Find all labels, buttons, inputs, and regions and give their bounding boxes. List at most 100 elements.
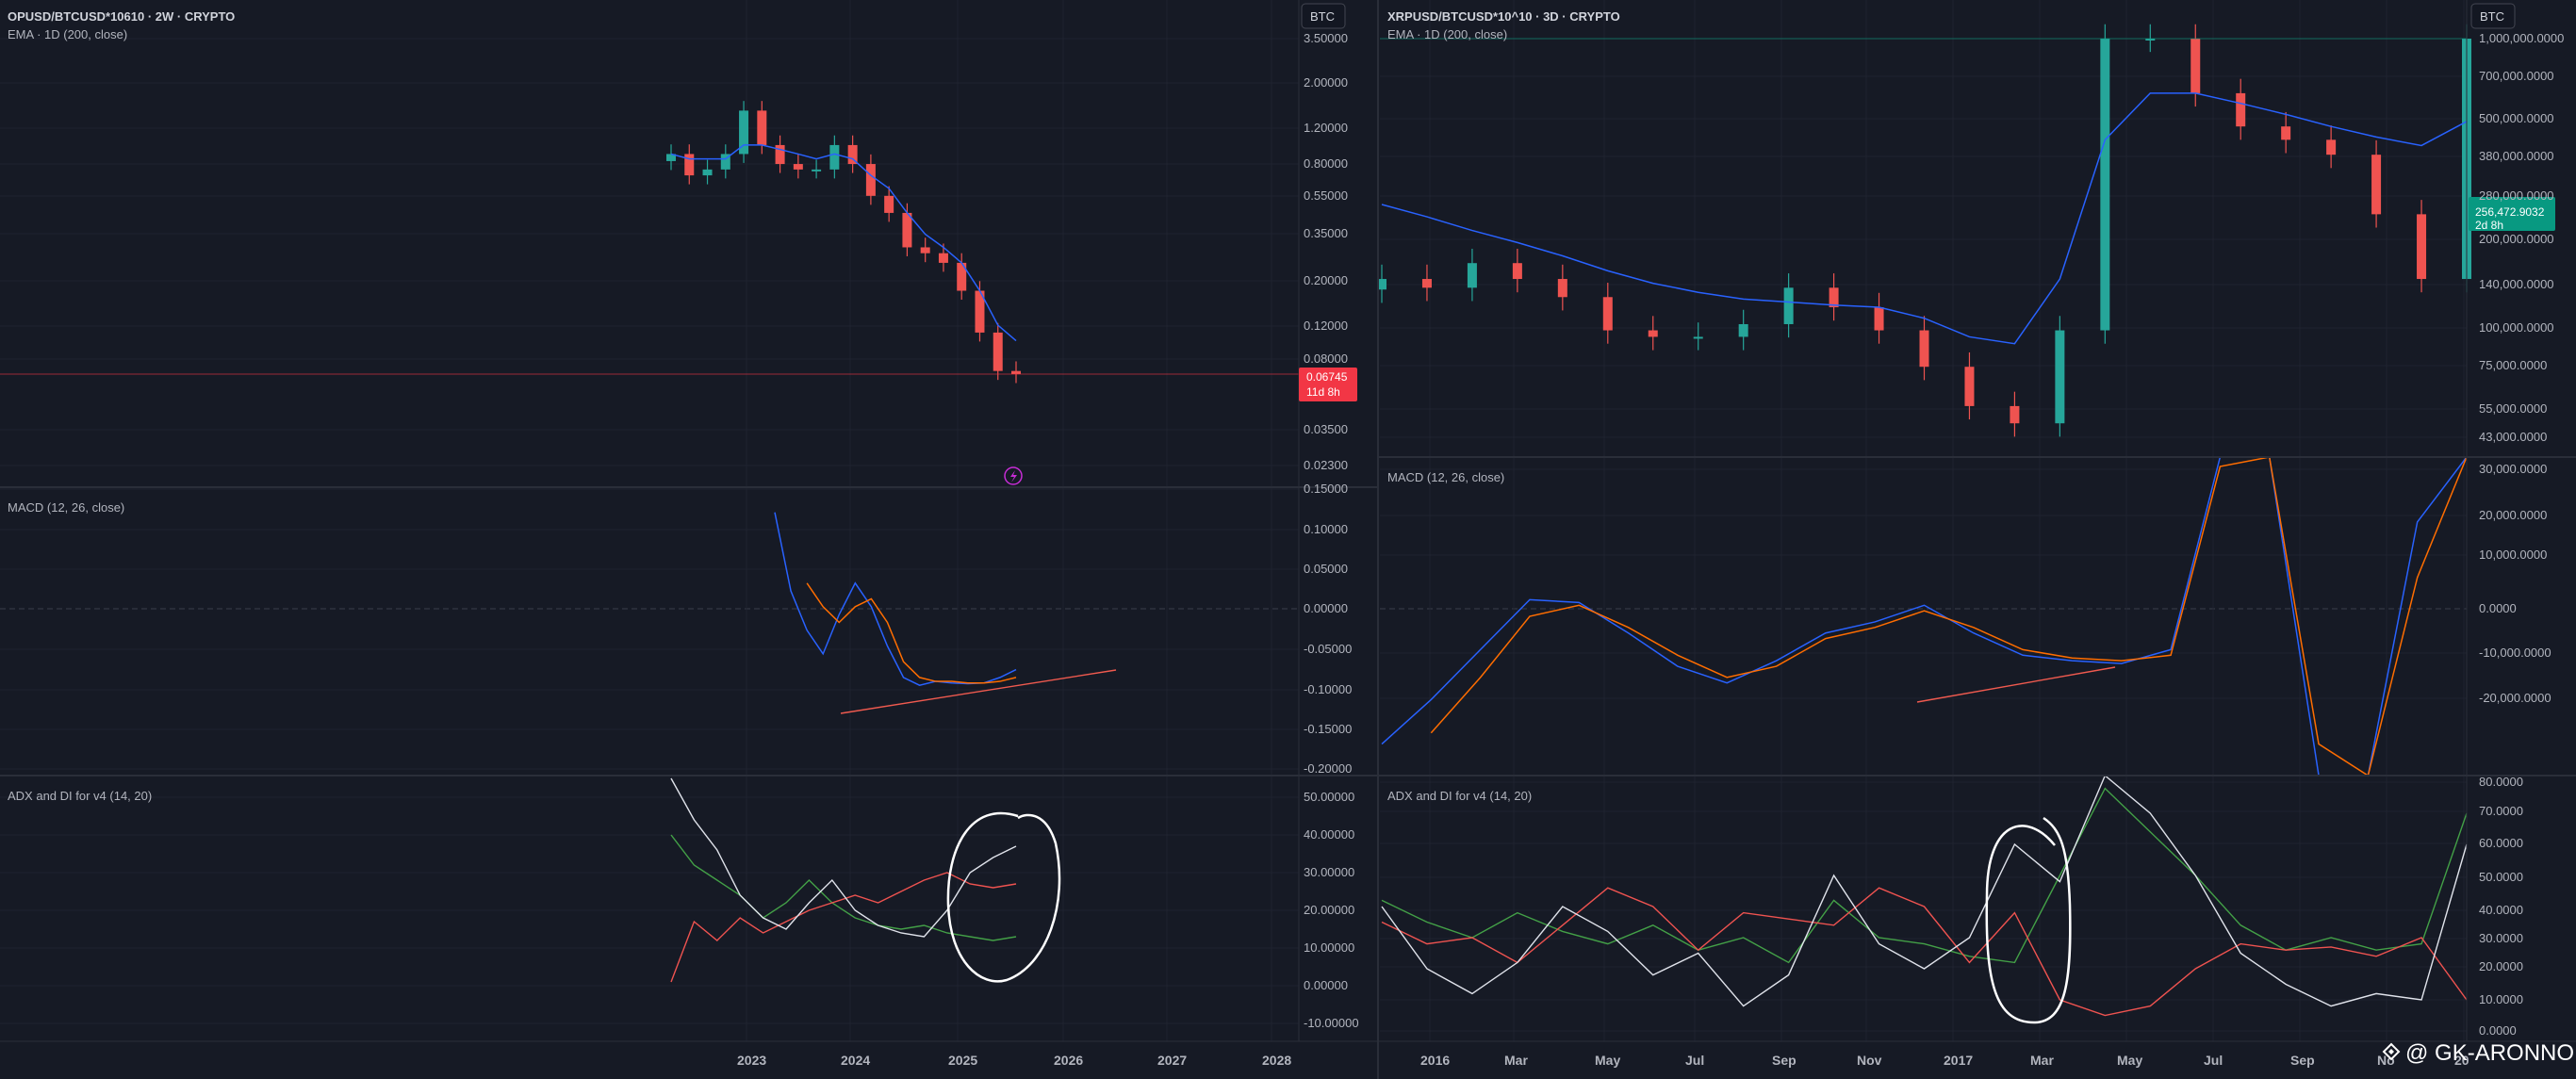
right-candle-body[interactable]	[2281, 126, 2291, 140]
left-candle-body[interactable]	[865, 164, 876, 196]
right-candle-body[interactable]	[1557, 279, 1567, 298]
left-candle-body[interactable]	[739, 110, 749, 155]
left-candle-body[interactable]	[720, 154, 730, 170]
right-candle-body[interactable]	[1377, 279, 1386, 290]
right-price-tick: 1,000,000.0000	[2479, 31, 2564, 45]
left-candle-body[interactable]	[666, 154, 676, 161]
left-price-tick: 1.20000	[1304, 121, 1348, 135]
right-candle-body[interactable]	[2326, 139, 2337, 155]
left-symbol-title[interactable]: OPUSD/BTCUSD*10610 · 2W · CRYPTO	[8, 9, 235, 24]
right-candle-body[interactable]	[1738, 323, 1748, 337]
right-candle-body[interactable]	[2190, 39, 2201, 93]
series-layer[interactable]	[0, 24, 2471, 1024]
left-candle-body[interactable]	[793, 164, 803, 170]
left-ema-line[interactable]	[670, 144, 1017, 342]
left-candle-body[interactable]	[902, 212, 912, 248]
left-candle-body[interactable]	[847, 144, 858, 165]
right-time-tick: May	[2117, 1053, 2142, 1068]
right-candle-body[interactable]	[2100, 39, 2110, 331]
left-adx-tick: -10.00000	[1304, 1016, 1359, 1030]
right-price-tick: 280,000.0000	[2479, 188, 2554, 203]
left-price-tick: 0.20000	[1304, 273, 1348, 287]
left-highlight-circle[interactable]	[946, 811, 1061, 983]
right-candle-body[interactable]	[2010, 405, 2020, 424]
right-candle-body[interactable]	[2417, 214, 2427, 280]
right-signal-line[interactable]	[1430, 456, 2468, 777]
right-macd-tick: -10,000.0000	[2479, 646, 2551, 660]
right-adx-tick: 70.0000	[2479, 804, 2523, 818]
left-macd-tick: 0.05000	[1304, 562, 1348, 576]
right-adx-tick: 60.0000	[2479, 836, 2523, 850]
left-macd-tick: -0.10000	[1304, 682, 1352, 696]
watermark-text: @ GK-ARONNO	[2405, 1040, 2574, 1066]
right-candle-body[interactable]	[2055, 330, 2065, 424]
right-candle-body[interactable]	[1648, 330, 1658, 337]
left-candle-body[interactable]	[757, 110, 767, 145]
right-candle-body[interactable]	[2236, 92, 2246, 127]
left-candle-body[interactable]	[1011, 370, 1021, 375]
left-price-tick: 0.08000	[1304, 351, 1348, 366]
right-time-tick: Mar	[2030, 1053, 2054, 1068]
left-candle-body[interactable]	[775, 144, 785, 165]
right-candle-body[interactable]	[2145, 39, 2156, 41]
left-candle-body[interactable]	[938, 253, 948, 263]
left-candle-body[interactable]	[993, 332, 1003, 371]
right-macd-trendline[interactable]	[1916, 666, 2116, 703]
right-candle-body[interactable]	[1829, 287, 1839, 308]
left-candle-body[interactable]	[975, 290, 985, 333]
right-last-price-value: 256,472.9032	[2475, 205, 2545, 219]
lightning-icon[interactable]	[1004, 466, 1023, 485]
right-macd-line[interactable]	[1381, 456, 2468, 777]
left-time-tick: 2025	[948, 1053, 977, 1068]
left-candle-body[interactable]	[684, 154, 695, 176]
left-macd-label[interactable]: MACD (12, 26, close)	[8, 500, 124, 515]
right-candle-body[interactable]	[1602, 297, 1613, 331]
right-candle-body[interactable]	[1919, 330, 1929, 368]
right-candle-body[interactable]	[2371, 155, 2382, 215]
left-candle-body[interactable]	[884, 195, 894, 213]
left-macd-trendline[interactable]	[840, 669, 1117, 714]
right-highlight-circle[interactable]	[1985, 816, 2072, 1024]
right-candle-body[interactable]	[1693, 336, 1703, 339]
right-candle-body[interactable]	[1512, 263, 1522, 280]
left-candle-body[interactable]	[829, 144, 840, 170]
right-candle-body[interactable]	[1467, 263, 1477, 288]
right-candle-body[interactable]	[1964, 367, 1975, 406]
left-time-tick: 2023	[737, 1053, 766, 1068]
right-ema-line[interactable]	[1381, 92, 2468, 345]
left-candle-body[interactable]	[702, 169, 713, 176]
right-price-tick: 700,000.0000	[2479, 69, 2554, 83]
right-price-tick: 500,000.0000	[2479, 111, 2554, 125]
right-adx-label[interactable]: ADX and DI for v4 (14, 20)	[1387, 789, 1532, 803]
right-candle-body[interactable]	[1874, 307, 1884, 331]
right-macd-tick: 10,000.0000	[2479, 548, 2547, 562]
right-adx-tick: 10.0000	[2479, 992, 2523, 1006]
left-macd-tick: -0.20000	[1304, 761, 1352, 776]
left-time-tick: 2024	[841, 1053, 870, 1068]
right-candle-body[interactable]	[1421, 279, 1432, 288]
left-candle-body[interactable]	[812, 169, 822, 172]
left-candle-body[interactable]	[920, 247, 930, 253]
right-di-minus-line[interactable]	[1381, 887, 2468, 1017]
left-currency-button[interactable]: BTC	[1301, 3, 1346, 29]
left-di-plus-line[interactable]	[670, 834, 1017, 941]
right-adx-line[interactable]	[1381, 774, 2468, 1007]
left-signal-line[interactable]	[806, 582, 1017, 684]
left-adx-label[interactable]: ADX and DI for v4 (14, 20)	[8, 789, 152, 803]
right-currency-button[interactable]: BTC	[2470, 3, 2516, 29]
right-macd-label[interactable]: MACD (12, 26, close)	[1387, 470, 1504, 484]
right-time-tick: Sep	[1772, 1053, 1797, 1068]
right-last-price-badge: 256,472.9032 2d 8h	[2469, 197, 2555, 232]
right-symbol-title[interactable]: XRPUSD/BTCUSD*10^10 · 3D · CRYPTO	[1387, 9, 1620, 24]
left-candle-body[interactable]	[957, 262, 967, 291]
left-adx-line[interactable]	[670, 777, 1017, 938]
right-ema-label[interactable]: EMA · 1D (200, close)	[1387, 27, 1507, 41]
right-time-tick: 20	[2454, 1053, 2469, 1068]
left-ema-label[interactable]: EMA · 1D (200, close)	[8, 27, 127, 41]
right-candle-body[interactable]	[1783, 287, 1794, 324]
left-di-minus-line[interactable]	[670, 872, 1017, 983]
right-macd-tick: -20,000.0000	[2479, 691, 2551, 705]
axis-tick-labels: 3.50000 2.00000 1.20000 0.80000 0.55000 0.350…	[737, 31, 2564, 1068]
binance-logo-icon	[2382, 1042, 2401, 1061]
